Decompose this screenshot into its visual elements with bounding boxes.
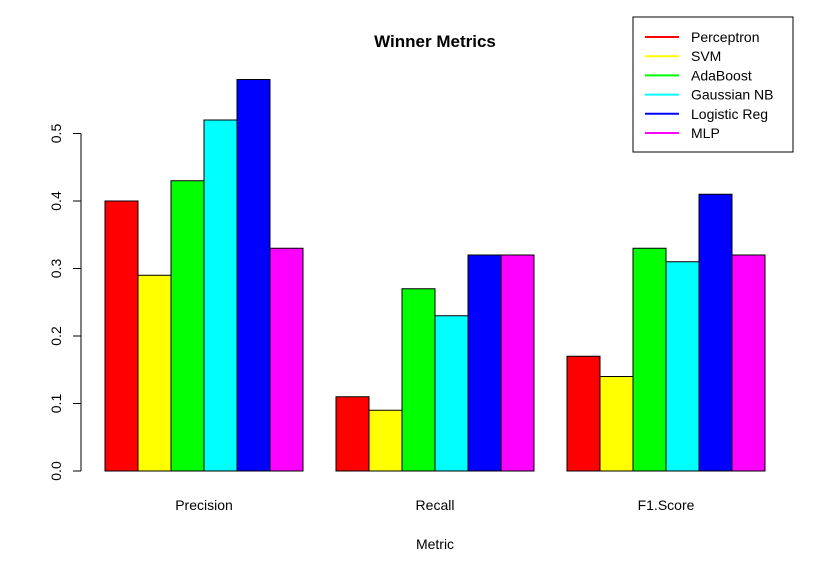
bar-mlp-precision [269,247,304,472]
legend-box [632,16,794,153]
legend-item: AdaBoost [645,67,752,83]
bar-mlp-f1-score [731,254,766,472]
bar-svm-f1-score [599,376,634,472]
x-tick-label: Precision [175,497,233,513]
legend-label: AdaBoost [691,67,752,83]
legend-label: Perceptron [691,29,759,45]
bar-adaboost-recall [401,288,436,472]
legend-item: MLP [645,125,720,141]
y-axis: 0.0 0.1 0.2 0.3 0.4 0.5 [48,124,82,481]
chart-title: Winner Metrics [374,32,496,51]
legend: Perceptron SVM AdaBoost Gaussian NB Logistic… [632,16,794,153]
legend-label: SVM [691,48,721,64]
bar-svm-precision [137,274,172,472]
bar-gaussian-nb-precision [203,119,238,472]
legend-item: Logistic Reg [645,106,768,122]
legend-item: Gaussian NB [645,87,773,103]
bar-logistic-reg-recall [467,254,502,472]
y-tick-label: 0.4 [48,191,64,211]
bar-perceptron-precision [104,200,139,472]
bar-svm-recall [368,409,403,472]
bar-perceptron-recall [335,396,370,472]
bar-gaussian-nb-f1-score [665,261,700,472]
x-tick-label: F1.Score [638,497,695,513]
bar-mlp-recall [500,254,535,472]
y-tick-label: 0.3 [48,259,64,279]
legend-label: Gaussian NB [691,87,773,103]
bar-adaboost-f1-score [632,247,667,472]
bar-logistic-reg-precision [236,79,271,472]
legend-item: Perceptron [645,29,759,45]
y-tick-label: 0.5 [48,124,64,144]
y-tick-label: 0.1 [48,394,64,414]
x-category-labels: Precision Recall F1.Score [175,497,694,513]
legend-label: Logistic Reg [691,106,768,122]
bar-group-precision [104,79,304,472]
bar-logistic-reg-f1-score [698,193,733,472]
bar-group-recall [335,254,535,472]
y-tick-label: 0.2 [48,326,64,346]
bar-groups [104,79,766,472]
bar-gaussian-nb-recall [434,315,469,472]
x-axis-label: Metric [416,536,454,552]
bar-group-f1-score [566,193,766,472]
x-tick-label: Recall [416,497,455,513]
legend-item: SVM [645,48,721,64]
bar-perceptron-f1-score [566,355,601,472]
y-tick-label: 0.0 [48,461,64,481]
bar-adaboost-precision [170,180,205,472]
legend-label: MLP [691,125,720,141]
